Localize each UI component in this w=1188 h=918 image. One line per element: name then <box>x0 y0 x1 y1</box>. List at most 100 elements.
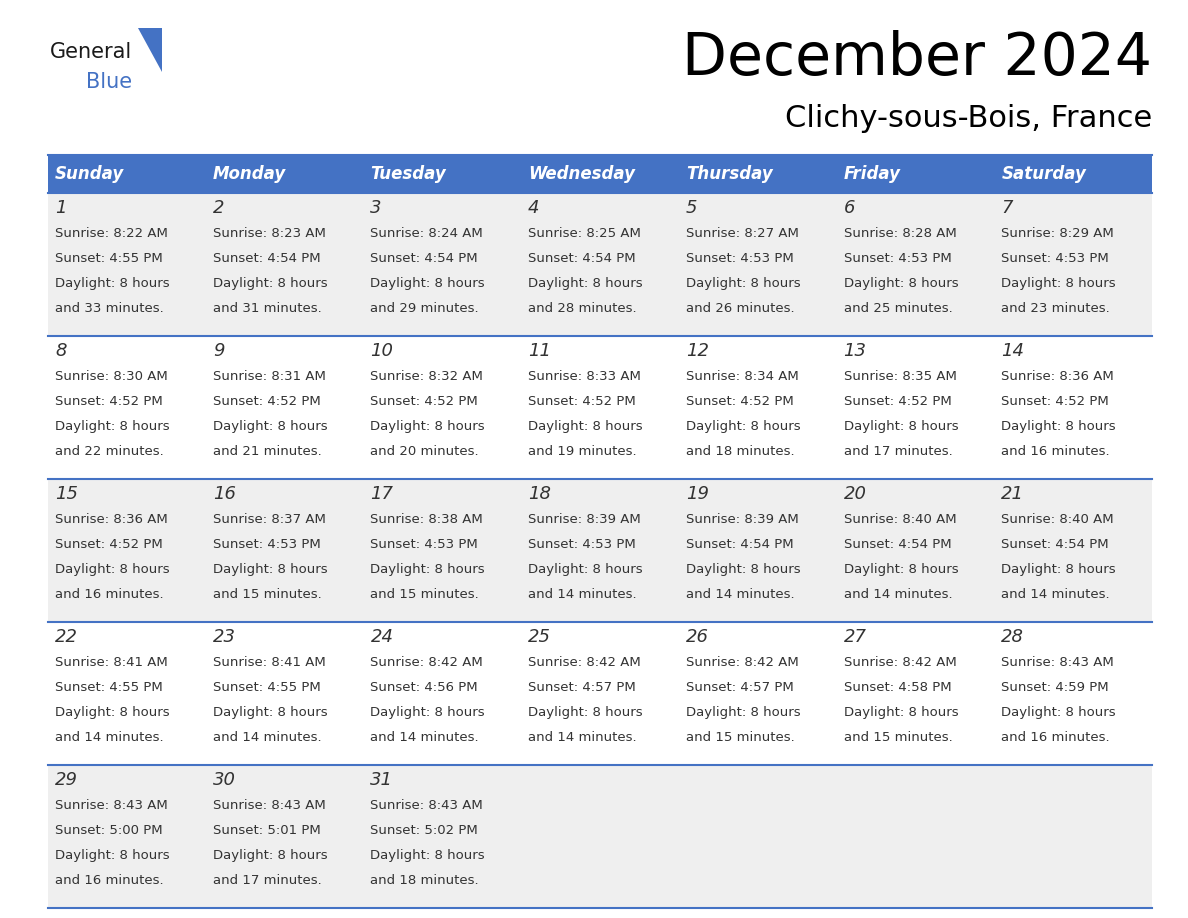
Text: and 17 minutes.: and 17 minutes. <box>213 874 322 887</box>
Polygon shape <box>138 28 162 72</box>
Text: Daylight: 8 hours: Daylight: 8 hours <box>843 706 959 719</box>
Text: Daylight: 8 hours: Daylight: 8 hours <box>213 563 328 577</box>
Text: Sunrise: 8:42 AM: Sunrise: 8:42 AM <box>685 656 798 669</box>
Text: and 28 minutes.: and 28 minutes. <box>529 302 637 315</box>
Text: and 31 minutes.: and 31 minutes. <box>213 302 322 315</box>
Text: Daylight: 8 hours: Daylight: 8 hours <box>1001 563 1116 577</box>
Text: Sunset: 4:55 PM: Sunset: 4:55 PM <box>55 252 163 265</box>
Text: and 21 minutes.: and 21 minutes. <box>213 445 322 458</box>
Text: Sunrise: 8:29 AM: Sunrise: 8:29 AM <box>1001 227 1114 240</box>
Text: Daylight: 8 hours: Daylight: 8 hours <box>1001 420 1116 433</box>
Text: Saturday: Saturday <box>1001 165 1086 183</box>
Text: 17: 17 <box>371 485 393 503</box>
Text: Sunrise: 8:36 AM: Sunrise: 8:36 AM <box>55 513 168 526</box>
Text: and 14 minutes.: and 14 minutes. <box>213 731 321 744</box>
Text: and 20 minutes.: and 20 minutes. <box>371 445 479 458</box>
Text: and 25 minutes.: and 25 minutes. <box>843 302 953 315</box>
Text: 4: 4 <box>529 199 539 217</box>
Text: Sunrise: 8:35 AM: Sunrise: 8:35 AM <box>843 370 956 383</box>
Text: Sunset: 4:54 PM: Sunset: 4:54 PM <box>1001 538 1108 551</box>
Text: 13: 13 <box>843 342 866 360</box>
Text: Sunrise: 8:23 AM: Sunrise: 8:23 AM <box>213 227 326 240</box>
Text: Sunset: 4:53 PM: Sunset: 4:53 PM <box>371 538 479 551</box>
Text: Daylight: 8 hours: Daylight: 8 hours <box>371 420 485 433</box>
Text: Daylight: 8 hours: Daylight: 8 hours <box>685 563 801 577</box>
Text: 24: 24 <box>371 628 393 646</box>
Text: Thursday: Thursday <box>685 165 772 183</box>
Text: Daylight: 8 hours: Daylight: 8 hours <box>685 277 801 290</box>
Text: Sunrise: 8:24 AM: Sunrise: 8:24 AM <box>371 227 484 240</box>
Text: Daylight: 8 hours: Daylight: 8 hours <box>529 706 643 719</box>
Bar <box>48 765 1152 908</box>
Text: and 18 minutes.: and 18 minutes. <box>685 445 795 458</box>
Text: Sunrise: 8:43 AM: Sunrise: 8:43 AM <box>1001 656 1114 669</box>
Text: Sunset: 4:54 PM: Sunset: 4:54 PM <box>371 252 478 265</box>
Text: Sunrise: 8:43 AM: Sunrise: 8:43 AM <box>371 799 484 812</box>
Text: and 15 minutes.: and 15 minutes. <box>843 731 953 744</box>
Text: 12: 12 <box>685 342 709 360</box>
Text: Sunrise: 8:43 AM: Sunrise: 8:43 AM <box>55 799 168 812</box>
Text: Daylight: 8 hours: Daylight: 8 hours <box>213 849 328 862</box>
Text: Sunrise: 8:27 AM: Sunrise: 8:27 AM <box>685 227 798 240</box>
Text: 29: 29 <box>55 771 78 789</box>
Text: General: General <box>50 42 132 62</box>
Text: and 16 minutes.: and 16 minutes. <box>55 588 164 601</box>
Bar <box>678 155 836 193</box>
Text: Sunrise: 8:43 AM: Sunrise: 8:43 AM <box>213 799 326 812</box>
Text: Daylight: 8 hours: Daylight: 8 hours <box>55 706 170 719</box>
Text: 1: 1 <box>55 199 67 217</box>
Text: and 16 minutes.: and 16 minutes. <box>1001 731 1110 744</box>
Text: Sunrise: 8:41 AM: Sunrise: 8:41 AM <box>55 656 168 669</box>
Text: Daylight: 8 hours: Daylight: 8 hours <box>213 277 328 290</box>
Text: Sunset: 4:55 PM: Sunset: 4:55 PM <box>55 681 163 694</box>
Text: Sunrise: 8:33 AM: Sunrise: 8:33 AM <box>529 370 642 383</box>
Text: and 16 minutes.: and 16 minutes. <box>1001 445 1110 458</box>
Text: Sunrise: 8:40 AM: Sunrise: 8:40 AM <box>843 513 956 526</box>
Text: Monday: Monday <box>213 165 286 183</box>
Bar <box>48 193 1152 336</box>
Text: Daylight: 8 hours: Daylight: 8 hours <box>213 420 328 433</box>
Text: 8: 8 <box>55 342 67 360</box>
Text: Sunset: 4:52 PM: Sunset: 4:52 PM <box>685 395 794 408</box>
Text: and 15 minutes.: and 15 minutes. <box>371 588 479 601</box>
Text: Sunset: 4:52 PM: Sunset: 4:52 PM <box>529 395 636 408</box>
Text: Sunset: 5:02 PM: Sunset: 5:02 PM <box>371 824 479 837</box>
Text: Sunset: 4:53 PM: Sunset: 4:53 PM <box>529 538 636 551</box>
Text: Daylight: 8 hours: Daylight: 8 hours <box>371 849 485 862</box>
Text: and 29 minutes.: and 29 minutes. <box>371 302 479 315</box>
Text: 21: 21 <box>1001 485 1024 503</box>
Text: 28: 28 <box>1001 628 1024 646</box>
Text: Sunset: 4:52 PM: Sunset: 4:52 PM <box>213 395 321 408</box>
Bar <box>48 622 1152 765</box>
Text: Sunrise: 8:38 AM: Sunrise: 8:38 AM <box>371 513 484 526</box>
Text: and 14 minutes.: and 14 minutes. <box>685 588 795 601</box>
Bar <box>206 155 364 193</box>
Text: Sunset: 4:58 PM: Sunset: 4:58 PM <box>843 681 952 694</box>
Text: December 2024: December 2024 <box>682 30 1152 87</box>
Text: and 14 minutes.: and 14 minutes. <box>55 731 164 744</box>
Bar <box>48 336 1152 479</box>
Text: Sunset: 4:59 PM: Sunset: 4:59 PM <box>1001 681 1108 694</box>
Text: Sunrise: 8:40 AM: Sunrise: 8:40 AM <box>1001 513 1114 526</box>
Text: Sunset: 4:56 PM: Sunset: 4:56 PM <box>371 681 478 694</box>
Text: Daylight: 8 hours: Daylight: 8 hours <box>1001 706 1116 719</box>
Text: 15: 15 <box>55 485 78 503</box>
Text: 31: 31 <box>371 771 393 789</box>
Text: Friday: Friday <box>843 165 901 183</box>
Text: Sunrise: 8:39 AM: Sunrise: 8:39 AM <box>529 513 640 526</box>
Text: 11: 11 <box>529 342 551 360</box>
Bar <box>364 155 522 193</box>
Text: Sunrise: 8:37 AM: Sunrise: 8:37 AM <box>213 513 326 526</box>
Text: Tuesday: Tuesday <box>371 165 447 183</box>
Text: Sunset: 4:53 PM: Sunset: 4:53 PM <box>213 538 321 551</box>
Text: and 23 minutes.: and 23 minutes. <box>1001 302 1110 315</box>
Text: and 33 minutes.: and 33 minutes. <box>55 302 164 315</box>
Text: Sunset: 4:53 PM: Sunset: 4:53 PM <box>1001 252 1110 265</box>
Text: Sunset: 4:52 PM: Sunset: 4:52 PM <box>1001 395 1110 408</box>
Text: Sunrise: 8:25 AM: Sunrise: 8:25 AM <box>529 227 642 240</box>
Text: Sunset: 4:53 PM: Sunset: 4:53 PM <box>843 252 952 265</box>
Text: Daylight: 8 hours: Daylight: 8 hours <box>55 563 170 577</box>
Text: Daylight: 8 hours: Daylight: 8 hours <box>685 420 801 433</box>
Text: 10: 10 <box>371 342 393 360</box>
Text: Sunrise: 8:30 AM: Sunrise: 8:30 AM <box>55 370 168 383</box>
